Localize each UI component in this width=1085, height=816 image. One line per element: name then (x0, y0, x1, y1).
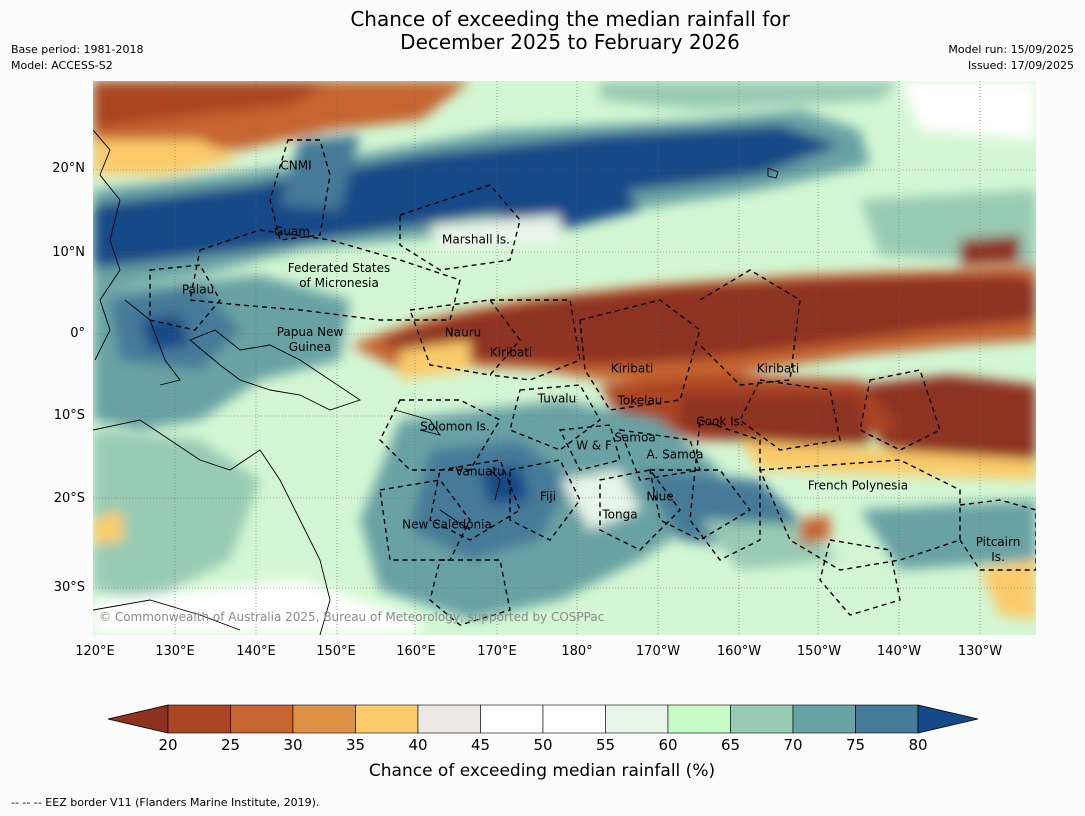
colorbar-bin (355, 704, 419, 734)
coastlines (93, 129, 779, 635)
colorbar-tick-label: 70 (783, 736, 803, 754)
lon-label-170e: 170°E (477, 644, 517, 659)
model-name: Model: ACCESS-S2 (11, 59, 113, 72)
colorbar-tick-label: 35 (345, 736, 366, 754)
model-run: Model run: 15/09/2025 (948, 43, 1074, 56)
region-label-samoa: Samoa (614, 430, 656, 445)
lat-label-20s: 20°S (53, 491, 85, 506)
region-label-cnmi: CNMI (280, 158, 312, 173)
meta-right: Model run: 15/09/2025 Issued: 17/09/2025 (948, 42, 1074, 74)
region-label-tuvalu: Tuvalu (537, 391, 577, 406)
eez-border-footnote: -- -- -- EEZ border V11 (Flanders Marine… (11, 796, 320, 809)
graticule (93, 81, 1036, 635)
colorbar-tick-label: 60 (658, 736, 678, 754)
lon-label-170w: 170°W (635, 644, 681, 659)
region-label-palau: Palau (181, 282, 215, 297)
colorbar-tick-label: 55 (595, 736, 616, 754)
region-label-pitcairn-islands: Pitcairn Is. (975, 535, 1021, 564)
region-label-wallis-futuna: W & F (576, 438, 612, 453)
region-label-american-samoa: A. Samoa (646, 447, 704, 462)
region-label-tokelau: Tokelau (617, 393, 663, 408)
colorbar-bin (855, 704, 919, 734)
region-label-niue: Niue (646, 489, 674, 504)
colorbar-tick-label: 25 (220, 736, 241, 754)
issued-date: Issued: 17/09/2025 (967, 59, 1074, 72)
colorbar-bin (167, 704, 231, 734)
colorbar-tick-label: 45 (470, 736, 491, 754)
copyright-notice: © Commonwealth of Australia 2025, Bureau… (99, 610, 605, 624)
colorbar-extend-high (917, 704, 979, 734)
region-label-kiribati-west: Kiribati (489, 345, 533, 360)
region-label-papua-new-guinea: Papua New Guinea (276, 325, 344, 354)
colorbar-bin (792, 704, 856, 734)
region-label-kiribati-east: Kiribati (756, 361, 800, 376)
region-label-marshall-islands: Marshall Is. (442, 232, 510, 247)
region-label-new-caledonia: New Caledonia (402, 517, 492, 532)
title-line-1: Chance of exceeding the median rainfall … (350, 7, 790, 31)
region-label-nauru: Nauru (444, 325, 482, 340)
colorbar-tick-label: 50 (533, 736, 553, 754)
lon-label-140w: 140°W (876, 644, 922, 659)
lon-label-140e: 140°E (236, 644, 276, 659)
lat-label-30s: 30°S (53, 580, 85, 595)
colorbar-bin (417, 704, 481, 734)
region-label-cook-islands: Cook Is. (696, 414, 744, 429)
region-label-tonga: Tonga (602, 507, 638, 522)
lat-label-20n: 20°N (52, 161, 85, 176)
colorbar-tick-label: 30 (283, 736, 303, 754)
colorbar (107, 704, 979, 734)
lat-label-0: 0° (70, 326, 85, 341)
lon-label-150e: 150°E (316, 644, 356, 659)
eez-borders (149, 139, 1036, 626)
lon-label-130e: 130°E (155, 644, 195, 659)
lat-label-10n: 10°N (52, 245, 85, 260)
lat-label-10s: 10°S (53, 408, 85, 423)
region-label-guam: Guam (274, 224, 310, 239)
colorbar-tick-label: 20 (158, 736, 178, 754)
colorbar-tick-label: 65 (720, 736, 741, 754)
lon-label-160e: 160°E (396, 644, 436, 659)
lon-label-160w: 160°W (716, 644, 762, 659)
meta-left: Base period: 1981-2018 Model: ACCESS-S2 (11, 42, 143, 74)
base-period: Base period: 1981-2018 (11, 43, 144, 56)
colorbar-tick-label: 75 (845, 736, 866, 754)
lon-label-130w: 130°W (957, 644, 1003, 659)
map-title: Chance of exceeding the median rainfall … (0, 8, 1085, 54)
colorbar-ticks: 20 25 30 35 40 45 50 55 60 65 70 75 80 (0, 736, 1085, 756)
region-label-micronesia: Federated States of Micronesia (287, 261, 391, 290)
probability-field (93, 81, 1036, 635)
colorbar-tick-label: 80 (908, 736, 928, 754)
region-label-solomon-islands: Solomon Is. (420, 419, 490, 434)
colorbar-bin (605, 704, 669, 734)
colorbar-label: Chance of exceeding median rainfall (%) (368, 761, 716, 781)
colorbar-bin (542, 704, 606, 734)
colorbar-bin (667, 704, 731, 734)
colorbar-bin (730, 704, 794, 734)
region-label-vanuatu: Vanuatu (455, 464, 505, 479)
lon-label-120e: 120°E (75, 644, 115, 659)
lon-label-150w: 150°W (796, 644, 842, 659)
colorbar-bin (480, 704, 544, 734)
lon-label-180: 180° (561, 644, 593, 659)
region-label-fiji: Fiji (539, 489, 557, 504)
region-label-kiribati-central: Kiribati (610, 361, 654, 376)
colorbar-bin (292, 704, 356, 734)
region-label-french-polynesia: French Polynesia (807, 478, 909, 493)
colorbar-extend-low (107, 704, 169, 734)
colorbar-bin (230, 704, 294, 734)
colorbar-tick-label: 40 (408, 736, 428, 754)
title-line-2: December 2025 to February 2026 (400, 30, 740, 54)
